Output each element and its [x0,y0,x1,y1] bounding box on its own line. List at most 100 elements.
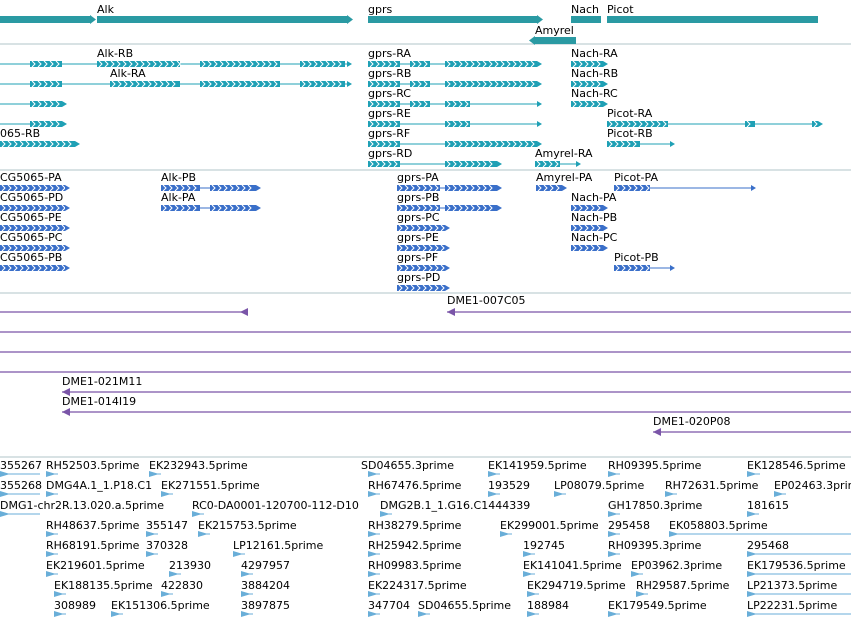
est-feature[interactable]: SD04655.3prime [361,459,454,477]
transcript[interactable]: Nach-RA [571,47,618,68]
est-feature[interactable]: EK294719.5prime [527,579,626,597]
est-marker[interactable] [380,511,390,517]
est-marker[interactable] [149,471,159,477]
est-marker[interactable] [0,491,10,497]
gene-bar[interactable] [97,16,347,23]
est-marker[interactable] [747,611,757,617]
est-marker[interactable] [554,491,564,497]
est-feature[interactable]: RH72631.5prime [665,479,759,497]
est-feature[interactable]: 188984 [527,599,569,617]
gene-feature[interactable]: Alk [0,3,353,24]
protein-exon[interactable] [397,265,445,271]
est-feature[interactable]: SD04655.5prime [418,599,511,617]
est-marker[interactable] [636,591,646,597]
est-feature[interactable]: 213930 [169,559,211,577]
est-marker[interactable] [368,531,378,537]
transcript-exon[interactable] [30,61,62,67]
clone-feature[interactable]: DME1-007C05 [447,294,851,316]
est-marker[interactable] [669,531,679,537]
est-feature[interactable]: RH67476.5prime [368,479,462,497]
est-marker[interactable] [0,511,10,517]
est-feature[interactable]: 193529 [488,479,530,497]
protein[interactable]: gprs-PA [397,171,502,192]
transcript-exon[interactable] [30,81,62,87]
protein[interactable]: gprs-PE [397,231,450,252]
transcript-exon[interactable] [368,81,400,87]
est-marker[interactable] [46,551,56,557]
est-marker[interactable] [0,471,10,477]
est-marker[interactable] [233,551,243,557]
est-marker[interactable] [192,511,202,517]
est-marker[interactable] [747,511,757,517]
est-feature[interactable]: RC0-DA0001-120700-112-D10 [192,499,359,517]
est-feature[interactable]: EK179549.5prime [608,599,707,617]
protein-exon[interactable] [0,265,65,271]
transcript[interactable]: Picot-RB [607,127,675,148]
protein[interactable]: CG5065-PD [0,191,70,212]
clone-feature[interactable]: DME1-020P08 [653,415,851,436]
gene-feature[interactable]: Nach [571,3,601,23]
transcript[interactable]: Alk-RB [0,47,352,68]
est-marker[interactable] [608,611,618,617]
transcript[interactable]: Picot-RA [607,107,823,128]
protein-exon[interactable] [397,285,445,291]
est-feature[interactable]: 295468 [747,539,851,557]
transcript[interactable] [0,120,67,128]
est-marker[interactable] [368,591,378,597]
est-feature[interactable]: LP22231.5prime [747,599,851,617]
est-marker[interactable] [747,571,757,577]
est-feature[interactable]: 308989 [54,599,96,617]
est-marker[interactable] [747,551,757,557]
transcript-exon[interactable] [445,81,537,87]
est-feature[interactable]: 4297957 [241,559,290,577]
transcript[interactable]: Nach-RC [571,87,618,108]
gene-bar[interactable] [571,16,601,23]
est-marker[interactable] [146,531,156,537]
est-feature[interactable]: EP03962.3prime [631,559,722,577]
protein[interactable]: Alk-PB [161,171,261,192]
est-marker[interactable] [488,471,498,477]
gene-feature[interactable]: Picot [607,3,818,23]
est-marker[interactable] [54,591,64,597]
est-marker[interactable] [146,551,156,557]
est-feature[interactable]: RH48637.5prime [46,519,140,537]
protein-exon[interactable] [161,205,200,211]
est-marker[interactable] [368,471,378,477]
gene-bar[interactable] [368,16,537,23]
est-marker[interactable] [631,571,641,577]
est-marker[interactable] [523,551,533,557]
protein[interactable]: gprs-PB [397,191,502,212]
est-marker[interactable] [161,591,171,597]
est-marker[interactable] [46,571,56,577]
gene-feature[interactable]: gprs [368,3,543,24]
protein[interactable]: CG5065-PC [0,231,70,252]
transcript-exon[interactable] [571,81,603,87]
transcript[interactable]: gprs-RA [368,47,542,68]
protein-exon[interactable] [397,185,440,191]
transcript-exon[interactable] [368,121,400,127]
est-feature[interactable]: 3884204 [241,579,290,597]
protein[interactable]: Nach-PA [571,191,617,212]
protein-exon[interactable] [397,225,445,231]
protein[interactable]: Nach-PB [571,211,617,232]
transcript-exon[interactable] [445,141,537,147]
est-feature[interactable]: 355147 [146,519,188,537]
transcript-exon[interactable] [368,161,400,167]
est-marker[interactable] [368,551,378,557]
est-feature[interactable]: EK179536.5prime [747,559,851,577]
est-feature[interactable]: DMG4A.1_1.P18.C1 [46,479,152,497]
est-feature[interactable]: 192745 [523,539,565,557]
est-feature[interactable]: 370328 [146,539,188,557]
est-marker[interactable] [523,571,533,577]
transcript-exon[interactable] [535,161,560,167]
est-feature[interactable]: RH38279.5prime [368,519,462,537]
protein[interactable]: gprs-PD [397,271,450,292]
est-marker[interactable] [418,611,428,617]
est-feature[interactable]: GH17850.3prime [608,499,703,517]
est-marker[interactable] [169,571,179,577]
transcript-exon[interactable] [410,61,430,67]
transcript[interactable]: gprs-RF [368,127,542,148]
est-feature[interactable]: 347704 [368,599,410,617]
protein[interactable]: CG5065-PE [0,211,70,232]
est-marker[interactable] [608,551,618,557]
